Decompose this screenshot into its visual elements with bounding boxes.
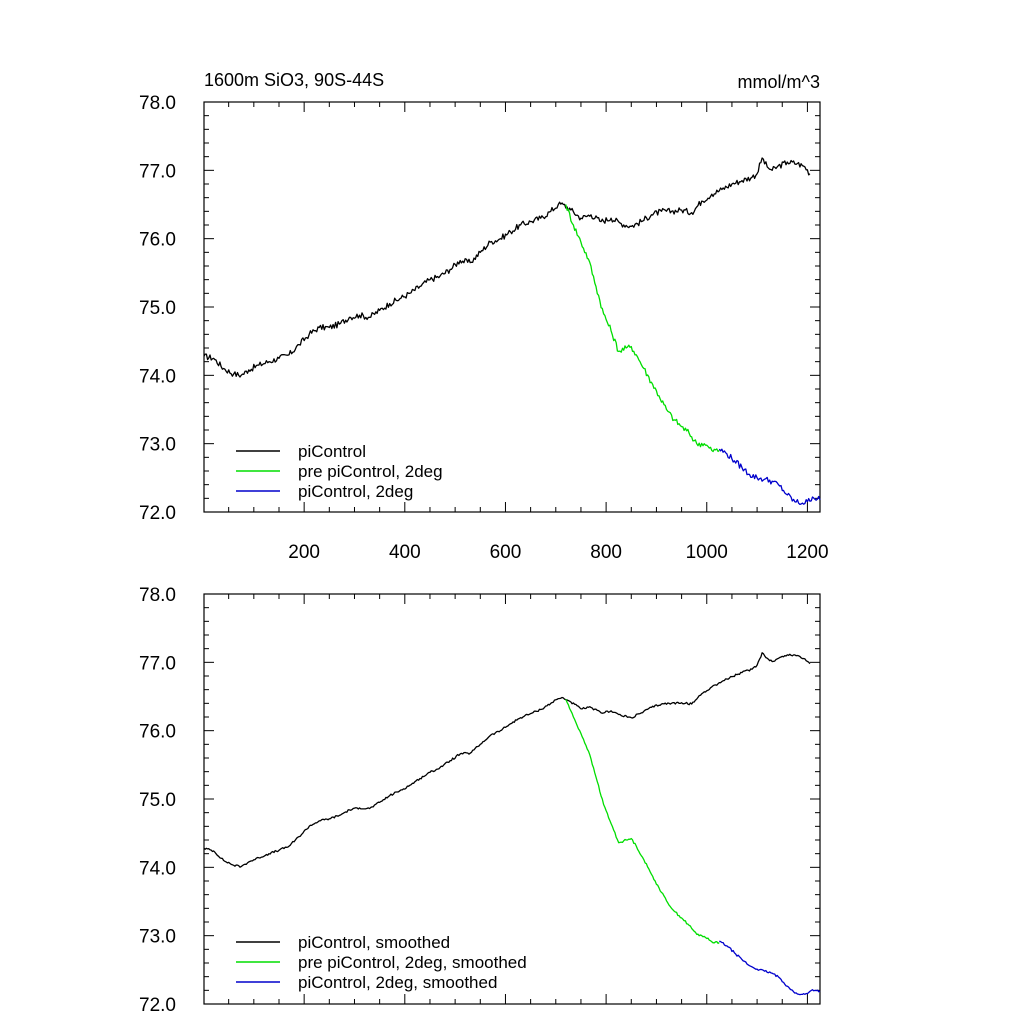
- x-tick-label: 1000: [686, 542, 728, 563]
- chart-title: 1600m SiO3, 90S-44S: [204, 70, 384, 90]
- chart-top: 1600m SiO3, 90S-44S mmol/m^3 72.0 73.0 74.…: [139, 70, 829, 563]
- y-tick-label: 76.0: [139, 230, 176, 251]
- x-tick-label: 1200: [786, 542, 828, 563]
- x-tick-label: 800: [590, 542, 622, 563]
- series-line-1: [203, 157, 811, 378]
- y-tick-label: 78.0: [139, 93, 176, 114]
- series-line-3: [718, 448, 821, 506]
- y-tick-label: 77.0: [139, 161, 176, 182]
- y-tick-label: 74.0: [139, 366, 176, 387]
- y-tick-label: 72.0: [139, 995, 176, 1016]
- plot-frame: [203, 593, 821, 1005]
- series-line-3: [719, 940, 821, 996]
- y-tick-label: 75.0: [139, 298, 176, 319]
- chart-bottom: 72.0 73.0 74.0 75.0 76.0 77.0 78.0 piControl, s…: [139, 585, 821, 1016]
- legend-label: piControl, 2deg: [298, 482, 413, 501]
- legend-label: pre piControl, 2deg: [298, 462, 443, 481]
- x-tick-label: 600: [490, 542, 522, 563]
- chart-units: mmol/m^3: [738, 72, 820, 92]
- legend-label: piControl, smoothed: [298, 933, 450, 952]
- y-tick-label: 76.0: [139, 722, 176, 743]
- y-tick-label: 73.0: [139, 927, 176, 948]
- plot-frame: [203, 101, 821, 513]
- y-tick-label: 74.0: [139, 858, 176, 879]
- y-tick-label: 73.0: [139, 435, 176, 456]
- y-tick-label: 78.0: [139, 585, 176, 606]
- series-line-1: [203, 652, 811, 868]
- legend-label: piControl: [298, 442, 366, 461]
- legend-label: piControl, 2deg, smoothed: [298, 973, 497, 992]
- x-tick-label: 200: [288, 542, 320, 563]
- series-line-2: [565, 698, 720, 945]
- x-tick-label: 400: [389, 542, 421, 563]
- series-line-2: [565, 204, 720, 453]
- y-tick-label: 77.0: [139, 653, 176, 674]
- y-tick-label: 75.0: [139, 790, 176, 811]
- legend-label: pre piControl, 2deg, smoothed: [298, 953, 527, 972]
- y-tick-label: 72.0: [139, 503, 176, 524]
